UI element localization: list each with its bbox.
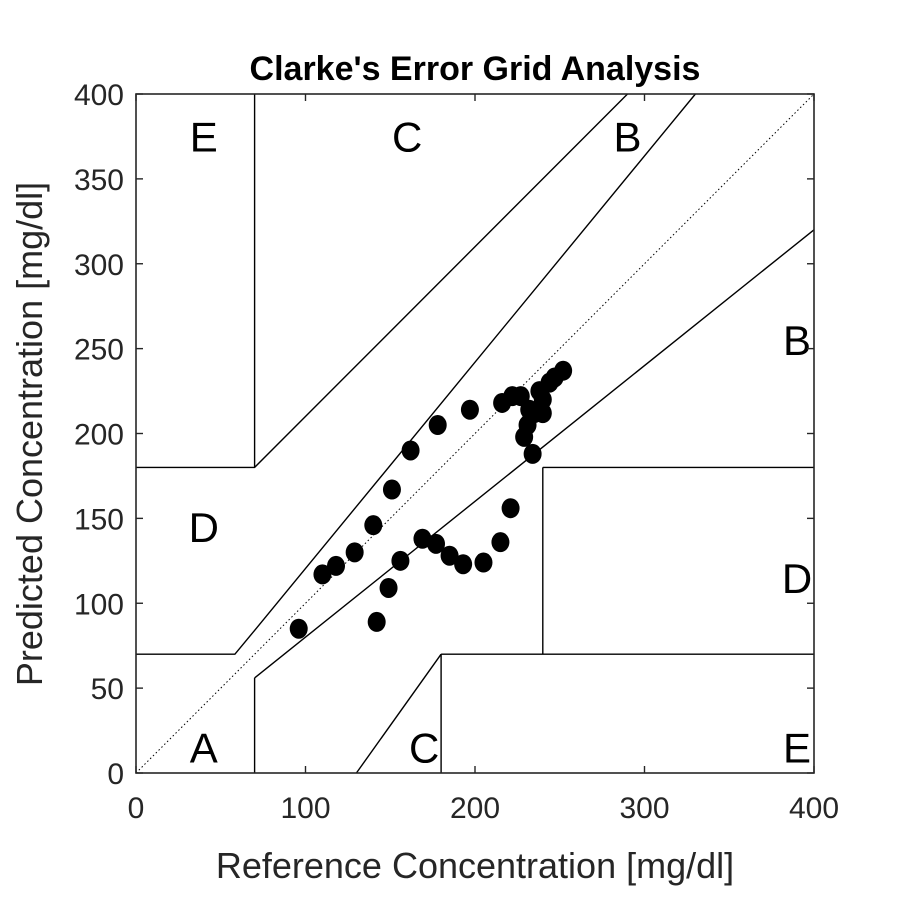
data-point-9 bbox=[460, 399, 479, 420]
zone-label-b-2: B bbox=[614, 113, 642, 160]
data-point-4 bbox=[345, 542, 364, 563]
y-tick-label: 300 bbox=[74, 249, 124, 282]
y-tick-label: 350 bbox=[74, 164, 124, 197]
zone-label-b-3: B bbox=[783, 317, 811, 364]
plot-frame bbox=[135, 93, 815, 774]
data-point-20 bbox=[427, 533, 446, 554]
x-tick-label: 300 bbox=[619, 792, 669, 825]
zone-label-c-5: C bbox=[409, 725, 439, 772]
data-point-5 bbox=[364, 515, 383, 536]
data-point-2 bbox=[313, 564, 332, 585]
data-point-22 bbox=[454, 554, 473, 575]
x-tick-label: 100 bbox=[280, 792, 330, 825]
y-tick-label: 0 bbox=[107, 758, 124, 791]
zone-label-e-9: E bbox=[783, 725, 811, 772]
y-tick-label: 50 bbox=[91, 673, 124, 706]
data-point-33 bbox=[554, 360, 573, 381]
y-tick-label: 250 bbox=[74, 334, 124, 367]
data-point-17 bbox=[379, 577, 398, 598]
x-tick-label: 200 bbox=[450, 792, 500, 825]
y-tick-label: 400 bbox=[74, 79, 124, 112]
plot-area: A B B C C D D E E bbox=[135, 93, 815, 774]
y-tick-label: 100 bbox=[74, 588, 124, 621]
identity-line bbox=[135, 93, 815, 774]
zone-label-a-1: A bbox=[190, 725, 218, 772]
chart-title: Clarke's Error Grid Analysis bbox=[250, 50, 701, 88]
y-tick-label: 150 bbox=[74, 503, 124, 536]
data-point-19 bbox=[413, 528, 432, 549]
data-point-15 bbox=[523, 443, 542, 464]
x-axis-label: Reference Concentration [mg/dl] bbox=[216, 845, 734, 886]
x-tick-label: 400 bbox=[789, 792, 839, 825]
data-point-1 bbox=[289, 618, 308, 639]
data-point-25 bbox=[501, 498, 520, 519]
zone-boundaries bbox=[136, 93, 815, 774]
data-point-7 bbox=[401, 440, 420, 461]
data-point-16 bbox=[367, 611, 386, 632]
zone-boundary-3 bbox=[136, 93, 696, 655]
zone-label-c-4: C bbox=[392, 113, 422, 160]
y-tick-label: 200 bbox=[74, 419, 124, 452]
y-axis-label: Predicted Concentration [mg/dl] bbox=[9, 182, 50, 686]
data-point-24 bbox=[491, 532, 510, 553]
zone-label-e-8: E bbox=[190, 113, 218, 160]
y-axis: 0 50 100 150 200 250 300 350 400 bbox=[74, 79, 814, 791]
zone-labels: A B B C C D D E E bbox=[189, 113, 813, 771]
data-point-21 bbox=[440, 545, 459, 566]
data-point-6 bbox=[382, 479, 401, 500]
zone-label-d-6: D bbox=[189, 504, 219, 551]
zone-boundary-2 bbox=[136, 93, 628, 469]
data-points bbox=[289, 360, 573, 639]
data-point-23 bbox=[474, 552, 493, 573]
data-point-3 bbox=[327, 555, 346, 576]
x-axis: 0 100 200 300 400 bbox=[128, 94, 839, 825]
data-point-18 bbox=[391, 550, 410, 571]
zone-boundary-10 bbox=[355, 653, 442, 774]
x-tick-label: 0 bbox=[128, 792, 145, 825]
data-point-8 bbox=[428, 415, 447, 436]
zone-label-d-7: D bbox=[782, 555, 812, 602]
